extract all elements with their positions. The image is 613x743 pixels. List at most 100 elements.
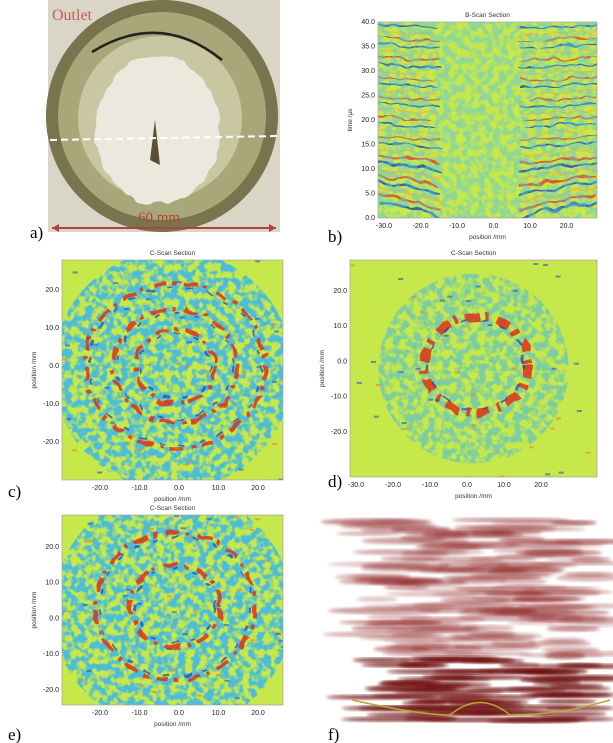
speck — [254, 518, 260, 521]
speck — [176, 362, 182, 365]
speck — [187, 460, 193, 463]
y-tick-label: 0.0 — [49, 615, 59, 622]
speck — [573, 362, 579, 365]
plot-title: C-Scan Section — [150, 250, 196, 257]
speck — [124, 308, 130, 311]
x-tick-label: 0.0 — [174, 710, 184, 717]
speck — [250, 639, 256, 642]
y-tick-label: 10.0 — [333, 323, 347, 330]
speck — [234, 516, 240, 519]
ring — [93, 530, 258, 682]
speck — [272, 442, 278, 445]
speck — [174, 515, 180, 518]
volume-stripe — [419, 608, 472, 614]
speck — [145, 298, 151, 301]
speck — [223, 623, 229, 626]
speck — [77, 678, 83, 681]
y-tick-label: -20.0 — [43, 439, 59, 446]
y-tick-label: 10.0 — [361, 166, 375, 173]
x-tick-label: -20.0 — [92, 710, 108, 717]
volume-stripe — [339, 620, 443, 625]
speck — [82, 603, 88, 606]
volume-stripe — [432, 669, 510, 675]
panel-label: f) — [328, 725, 339, 743]
x-tick-label: 0.0 — [489, 223, 499, 230]
ring — [133, 327, 218, 405]
volume-stripe — [414, 685, 467, 691]
panel-label: b) — [328, 227, 342, 246]
speck — [255, 317, 261, 320]
volume-stripe — [401, 700, 446, 706]
volume-stripe — [339, 523, 438, 530]
y-tick-label: 20.0 — [45, 544, 59, 551]
ring — [116, 311, 235, 421]
volume-stripe — [382, 638, 444, 643]
photo: Outlet 60 mm — [46, 0, 280, 232]
y-tick-label: 15.0 — [361, 141, 375, 148]
x-tick-label: -20.0 — [92, 485, 108, 492]
y-tick-label: 30.0 — [361, 68, 375, 75]
speck — [401, 421, 407, 424]
volume-stripe — [437, 561, 511, 569]
speck — [398, 371, 404, 374]
volume-stripe — [546, 650, 613, 657]
speck — [454, 371, 460, 374]
volume-stripe — [422, 674, 476, 680]
y-tick-label: 35.0 — [361, 43, 375, 50]
y-tick-label: 40.0 — [361, 19, 375, 26]
volume-stripe — [508, 619, 557, 626]
volume-stripe — [518, 604, 597, 610]
volume-stripe — [320, 518, 431, 526]
speck — [471, 424, 477, 427]
volume-stripe — [547, 556, 604, 561]
disk — [378, 273, 569, 464]
y-tick-label: -10.0 — [43, 401, 59, 408]
speck — [62, 358, 68, 361]
x-tick-label: 10.0 — [497, 482, 511, 489]
x-tick-label: 0.0 — [462, 482, 472, 489]
speck — [558, 471, 564, 474]
speck — [118, 553, 124, 556]
ring — [427, 319, 526, 410]
speck — [145, 363, 151, 366]
x-tick-label: 10.0 — [523, 223, 537, 230]
speck — [470, 393, 476, 396]
speck — [428, 398, 434, 401]
speck — [224, 679, 230, 682]
y-tick-label: -10.0 — [43, 651, 59, 658]
volume-stripe — [529, 674, 613, 680]
x-axis-label: position /mm — [154, 721, 191, 728]
volume-stripe — [520, 586, 603, 591]
y-axis-label: position /mm — [31, 352, 38, 389]
speck — [402, 427, 408, 430]
speck — [370, 360, 376, 363]
volume-stripe — [336, 531, 403, 536]
speck — [137, 449, 143, 452]
volume-stripe — [444, 650, 533, 657]
y-tick-label: 20.0 — [333, 288, 347, 295]
scan-noise — [378, 22, 597, 218]
y-tick-label: 20.0 — [45, 287, 59, 294]
volume-stripe — [398, 657, 473, 663]
volume-stripe — [431, 590, 544, 598]
volume-stripe — [498, 578, 548, 586]
x-axis-label: position /mm — [469, 234, 506, 241]
x-tick-label: -10.0 — [132, 710, 148, 717]
volume-stripe — [390, 626, 490, 631]
speck — [65, 610, 71, 613]
y-axis-label: position /mm — [319, 350, 326, 387]
speck — [278, 478, 283, 480]
speck — [511, 367, 517, 370]
ring — [420, 312, 533, 417]
speck — [271, 323, 277, 326]
speck — [375, 384, 381, 387]
ring — [133, 567, 218, 645]
speck — [543, 264, 549, 267]
x-tick-label: 0.0 — [174, 485, 184, 492]
speck — [180, 527, 186, 530]
volume-stripe — [546, 622, 613, 628]
heatmap — [350, 260, 597, 477]
volume-stripe — [399, 534, 446, 542]
speck — [576, 410, 582, 413]
